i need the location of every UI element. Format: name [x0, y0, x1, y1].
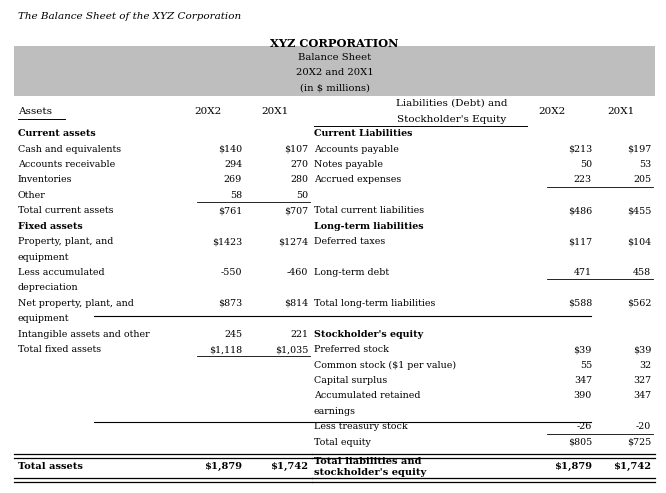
Text: Less accumulated: Less accumulated [18, 268, 105, 277]
Text: 55: 55 [579, 361, 592, 370]
Text: Stockholder's equity: Stockholder's equity [314, 330, 423, 339]
Text: Total assets: Total assets [18, 462, 83, 471]
Text: Balance Sheet: Balance Sheet [298, 53, 371, 62]
Text: Preferred stock: Preferred stock [314, 345, 389, 354]
Text: Capital surplus: Capital surplus [314, 376, 387, 385]
Text: $1,742: $1,742 [270, 462, 308, 471]
Text: Stockholder's Equity: Stockholder's Equity [398, 114, 507, 124]
Text: depreciation: depreciation [18, 283, 79, 292]
Text: Notes payable: Notes payable [314, 160, 383, 169]
Text: Deferred taxes: Deferred taxes [314, 237, 385, 246]
Text: Accrued expenses: Accrued expenses [314, 176, 401, 184]
Text: Total equity: Total equity [314, 438, 371, 447]
Text: (in $ millions): (in $ millions) [300, 83, 370, 92]
Text: Less treasury stock: Less treasury stock [314, 423, 408, 431]
Text: 347: 347 [633, 391, 651, 400]
Text: $455: $455 [627, 207, 651, 215]
Text: $39: $39 [573, 345, 592, 354]
Text: 280: 280 [290, 176, 308, 184]
Text: $1,035: $1,035 [274, 345, 308, 354]
Text: 50: 50 [580, 160, 592, 169]
Text: -26: -26 [577, 423, 592, 431]
Text: Current assets: Current assets [18, 129, 96, 138]
Text: 58: 58 [230, 191, 242, 200]
Text: $140: $140 [218, 144, 242, 154]
Text: $39: $39 [633, 345, 651, 354]
Text: 20X2: 20X2 [538, 106, 565, 115]
Text: -460: -460 [286, 268, 308, 277]
Text: Current Liabilities: Current Liabilities [314, 129, 412, 138]
Text: 294: 294 [224, 160, 242, 169]
Text: Total liabilities and: Total liabilities and [314, 457, 422, 466]
Text: Property, plant, and: Property, plant, and [18, 237, 113, 246]
Text: Inventories: Inventories [18, 176, 73, 184]
Text: $805: $805 [567, 438, 592, 447]
Text: The Balance Sheet of the XYZ Corporation: The Balance Sheet of the XYZ Corporation [18, 12, 241, 21]
Text: $1,879: $1,879 [204, 462, 242, 471]
Text: $1,879: $1,879 [554, 462, 592, 471]
Text: $761: $761 [218, 207, 242, 215]
Text: equipment: equipment [18, 315, 69, 323]
Text: 223: 223 [574, 176, 592, 184]
Text: 458: 458 [633, 268, 651, 277]
Text: $562: $562 [627, 299, 651, 308]
Text: equipment: equipment [18, 252, 69, 262]
Text: 245: 245 [224, 330, 242, 339]
Text: $197: $197 [627, 144, 651, 154]
Text: Long-term liabilities: Long-term liabilities [314, 222, 424, 231]
Text: Long-term debt: Long-term debt [314, 268, 389, 277]
Text: $486: $486 [567, 207, 592, 215]
Text: Total current liabilities: Total current liabilities [314, 207, 424, 215]
Text: $107: $107 [284, 144, 308, 154]
Text: $104: $104 [627, 237, 651, 246]
Text: Common stock ($1 per value): Common stock ($1 per value) [314, 360, 456, 370]
Text: $1423: $1423 [212, 237, 242, 246]
Text: 270: 270 [290, 160, 308, 169]
Text: 20X1: 20X1 [607, 106, 635, 115]
Text: $1,742: $1,742 [613, 462, 651, 471]
Text: 20X1: 20X1 [261, 106, 288, 115]
Text: earnings: earnings [314, 407, 356, 416]
Text: 20X2 and 20X1: 20X2 and 20X1 [296, 68, 374, 77]
Text: 390: 390 [573, 391, 592, 400]
Text: $213: $213 [567, 144, 592, 154]
Text: Total current assets: Total current assets [18, 207, 113, 215]
Text: -550: -550 [220, 268, 242, 277]
Text: 20X2: 20X2 [194, 106, 222, 115]
Text: 347: 347 [574, 376, 592, 385]
Text: Accounts payable: Accounts payable [314, 144, 399, 154]
Text: $588: $588 [567, 299, 592, 308]
Text: $873: $873 [218, 299, 242, 308]
Text: Total long-term liabilities: Total long-term liabilities [314, 299, 436, 308]
Text: Total fixed assets: Total fixed assets [18, 345, 101, 354]
Text: $1274: $1274 [278, 237, 308, 246]
Text: 471: 471 [574, 268, 592, 277]
Text: 221: 221 [290, 330, 308, 339]
Text: Liabilities (Debt) and: Liabilities (Debt) and [396, 99, 507, 107]
Text: 205: 205 [633, 176, 651, 184]
Text: Accounts receivable: Accounts receivable [18, 160, 115, 169]
Text: Fixed assets: Fixed assets [18, 222, 83, 231]
Text: stockholder's equity: stockholder's equity [314, 468, 426, 477]
Text: Other: Other [18, 191, 46, 200]
Text: Accumulated retained: Accumulated retained [314, 391, 420, 400]
Text: Intangible assets and other: Intangible assets and other [18, 330, 150, 339]
Text: $117: $117 [568, 237, 592, 246]
Text: $814: $814 [284, 299, 308, 308]
Text: $707: $707 [284, 207, 308, 215]
Text: 327: 327 [633, 376, 651, 385]
Text: Cash and equivalents: Cash and equivalents [18, 144, 121, 154]
Text: Net property, plant, and: Net property, plant, and [18, 299, 134, 308]
Text: 269: 269 [224, 176, 242, 184]
Text: $1,118: $1,118 [209, 345, 242, 354]
Text: -20: -20 [636, 423, 651, 431]
Text: XYZ CORPORATION: XYZ CORPORATION [270, 38, 399, 49]
Text: $725: $725 [627, 438, 651, 447]
Text: 32: 32 [639, 361, 651, 370]
Text: 53: 53 [639, 160, 651, 169]
Text: Assets: Assets [18, 106, 52, 115]
Text: 50: 50 [296, 191, 308, 200]
